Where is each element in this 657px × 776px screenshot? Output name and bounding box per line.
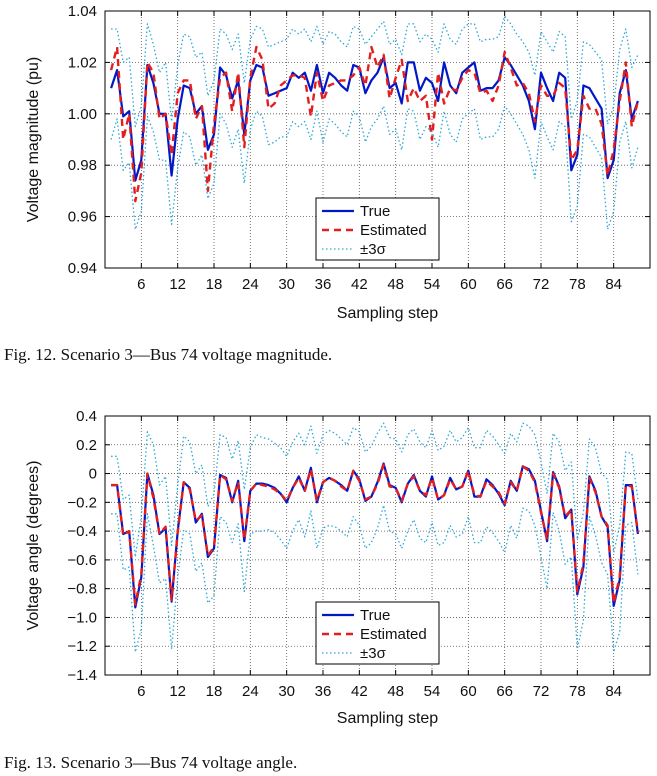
x-tick-label: 48	[387, 276, 404, 293]
legend-estimated-label: Estimated	[360, 222, 427, 239]
sigma-upper-line	[111, 422, 639, 558]
legend-estimated-label: Estimated	[360, 626, 427, 643]
y-tick-label: 0.2	[76, 437, 97, 454]
x-tick-label: 48	[387, 683, 404, 700]
sigma-lower-line	[111, 504, 639, 653]
x-tick-label: 78	[569, 683, 586, 700]
y-tick-label: −0.8	[67, 581, 97, 598]
y-tick-label: 0.94	[68, 260, 97, 277]
plot-frame	[104, 10, 651, 269]
plot-frame	[104, 415, 651, 676]
y-tick-label: −0.2	[67, 494, 97, 511]
y-tick-label: −1.4	[67, 667, 97, 684]
x-axis-label: Sampling step	[337, 710, 438, 727]
sigma-lower-line	[110, 105, 639, 231]
y-tick-label: −0.6	[67, 552, 97, 569]
x-tick-label: 42	[351, 683, 368, 700]
x-tick-label: 72	[533, 683, 550, 700]
y-tick-label: −1.2	[67, 638, 97, 655]
x-tick-label: 6	[137, 276, 145, 293]
x-tick-label: 36	[315, 683, 332, 700]
x-tick-label: 18	[206, 276, 223, 293]
x-tick-label: 60	[460, 683, 477, 700]
estimated-series-line	[109, 45, 640, 203]
x-tick-label: 30	[278, 683, 295, 700]
x-tick-label: 66	[496, 683, 513, 700]
y-tick-label: 1.00	[68, 106, 97, 123]
y-tick-label: 0	[89, 466, 97, 483]
x-tick-label: 6	[137, 683, 145, 700]
series-group	[109, 15, 640, 231]
y-tick-label: 0.96	[68, 209, 97, 226]
x-tick-label: 60	[460, 276, 477, 293]
x-tick-label: 24	[242, 683, 259, 700]
y-axis-label: Voltage angle (degrees)	[25, 461, 42, 631]
legend: True Estimated ±3σ	[315, 601, 440, 665]
y-tick-label: 0.4	[76, 408, 97, 425]
x-tick-label: 30	[278, 276, 295, 293]
legend-sigma-label: ±3σ	[360, 645, 387, 662]
x-tick-label: 54	[424, 683, 441, 700]
x-tick-label: 84	[605, 276, 622, 293]
estimated-series-line	[111, 463, 640, 606]
y-tick-label: 1.02	[68, 54, 97, 71]
legend-true-label: True	[360, 607, 390, 624]
fig12-caption: Fig. 12. Scenario 3—Bus 74 voltage magni…	[4, 345, 332, 364]
y-tick-label: −0.4	[67, 523, 97, 540]
series-group	[111, 422, 640, 653]
x-axis-label: Sampling step	[337, 305, 438, 322]
voltage-magnitude-chart: 6 12 18 24 30 36 42 48 54 60 66 72 78 84 0.94 0.96 0.98 1…	[25, 3, 651, 322]
sigma-upper-line	[111, 15, 639, 128]
x-tick-label: 78	[569, 276, 586, 293]
axis-ticks: 6 12 18 24 30 36 42 48 54 60 66 72 78 84 −1.4 −1.2 −1.0 −…	[67, 408, 650, 700]
y-tick-label: 1.04	[68, 3, 97, 20]
x-tick-label: 36	[315, 276, 332, 293]
legend: True Estimated ±3σ	[315, 197, 440, 261]
legend-true-label: True	[360, 203, 390, 220]
true-series-line	[110, 56, 639, 182]
y-tick-label: −1.0	[67, 609, 97, 626]
x-tick-label: 66	[496, 276, 513, 293]
x-tick-label: 72	[533, 276, 550, 293]
x-tick-label: 84	[605, 683, 622, 700]
y-tick-label: 0.98	[68, 157, 97, 174]
x-tick-label: 24	[242, 276, 259, 293]
x-tick-label: 12	[169, 683, 186, 700]
x-tick-label: 42	[351, 276, 368, 293]
legend-sigma-label: ±3σ	[360, 241, 387, 258]
y-axis-label: Voltage magnitude (pu)	[25, 57, 42, 222]
x-tick-label: 54	[424, 276, 441, 293]
x-tick-label: 12	[169, 276, 186, 293]
axis-ticks: 6 12 18 24 30 36 42 48 54 60 66 72 78 84 0.94 0.96 0.98 1…	[68, 3, 650, 293]
voltage-angle-chart: 6 12 18 24 30 36 42 48 54 60 66 72 78 84 −1.4 −1.2 −1.0 −…	[25, 408, 651, 727]
x-tick-label: 18	[206, 683, 223, 700]
fig13-caption: Fig. 13. Scenario 3—Bus 74 voltage angle…	[4, 753, 297, 772]
